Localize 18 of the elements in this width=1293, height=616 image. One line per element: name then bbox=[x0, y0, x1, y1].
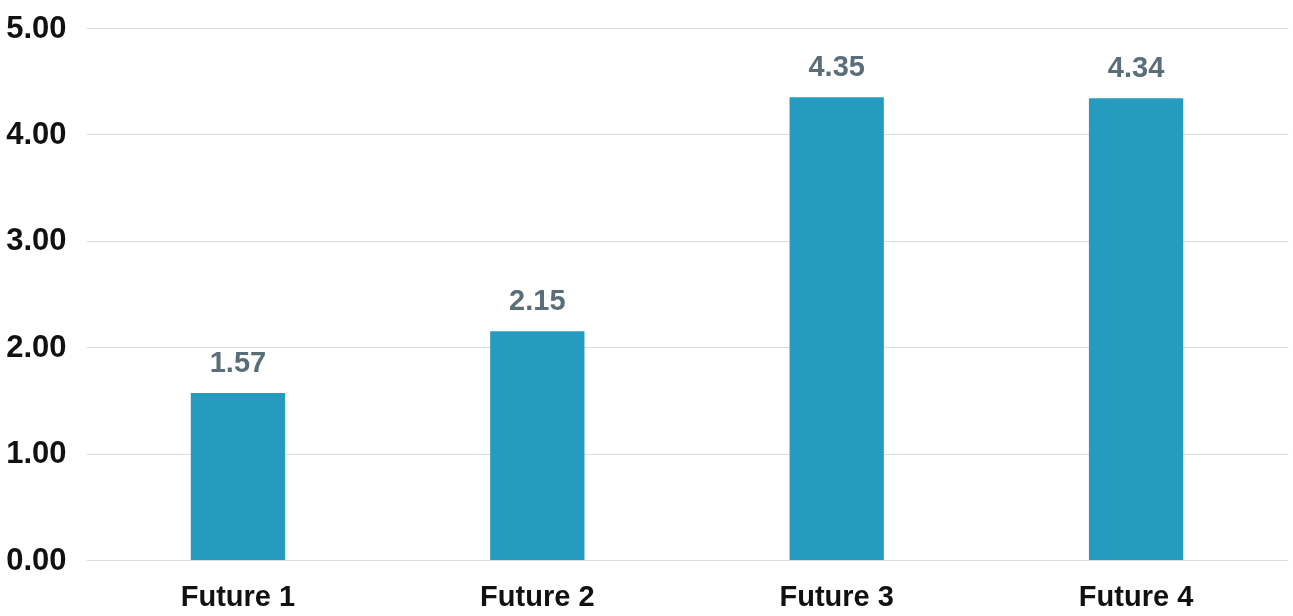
bar bbox=[789, 97, 884, 560]
x-tick-label: Future 4 bbox=[1078, 579, 1194, 612]
data-label: 4.35 bbox=[808, 50, 865, 83]
x-tick-label: Future 3 bbox=[779, 579, 894, 612]
y-tick-label: 4.00 bbox=[6, 115, 67, 151]
bar bbox=[190, 392, 286, 560]
bar bbox=[490, 331, 585, 560]
y-tick-label: 2.00 bbox=[6, 328, 67, 364]
data-label: 4.34 bbox=[1107, 51, 1165, 84]
data-label: 1.57 bbox=[209, 345, 267, 378]
data-label: 2.15 bbox=[509, 284, 566, 317]
y-tick-label: 0.00 bbox=[6, 541, 67, 577]
x-tick-label: Future 1 bbox=[180, 579, 296, 612]
y-tick-label: 1.00 bbox=[6, 435, 67, 471]
y-tick-label: 3.00 bbox=[6, 222, 67, 258]
y-tick-label: 5.00 bbox=[6, 9, 67, 45]
x-tick-label: Future 2 bbox=[480, 579, 595, 612]
bar bbox=[1088, 98, 1184, 560]
